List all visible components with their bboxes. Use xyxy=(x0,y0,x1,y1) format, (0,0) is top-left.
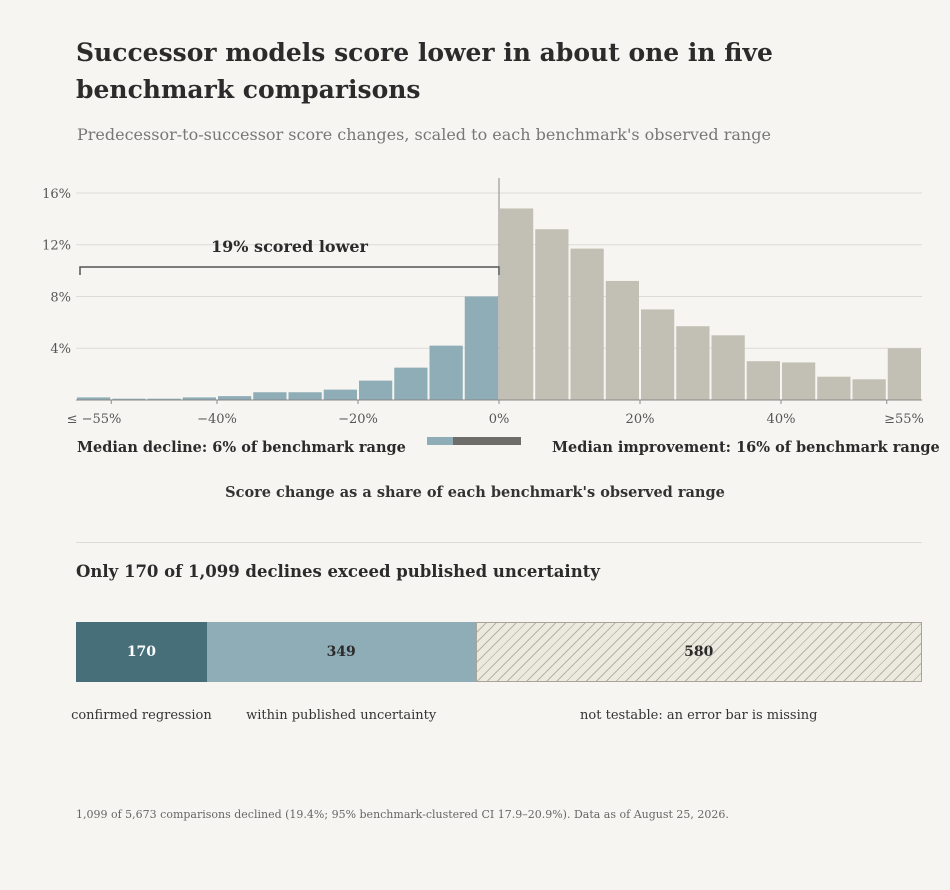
chart-title: Successor models score lower in about on… xyxy=(76,38,773,104)
segment-confirmed-regression: 170 xyxy=(76,622,207,682)
y-tick-label: 16% xyxy=(42,187,71,202)
histogram-chart: 4% 8% 12% 16% ≤ −55% −40% −20% 0% 20% 40% ≥55% 19… xyxy=(42,178,924,427)
median-decline-label: Median decline: 6% of benchmark range xyxy=(77,439,406,456)
declines-stacked-bar: 170 349 580 xyxy=(76,622,922,682)
histogram-bar xyxy=(711,335,745,400)
histogram-bar xyxy=(570,248,604,400)
segment-label-within-uncertainty: within published uncertainty xyxy=(246,708,437,723)
decline-annotation: 19% scored lower xyxy=(79,237,500,275)
histogram-bar xyxy=(323,389,357,400)
histogram-bar xyxy=(218,396,252,400)
histogram-bar xyxy=(77,397,111,400)
histogram-bar xyxy=(359,380,393,400)
x-tick-label: ≥55% xyxy=(884,412,924,427)
x-tick-label: 0% xyxy=(489,412,510,427)
x-axis-label: Score change as a share of each benchmar… xyxy=(225,484,725,501)
histogram-bar xyxy=(429,345,463,400)
histogram-bar xyxy=(500,208,534,400)
section-divider xyxy=(76,542,922,543)
histogram-bars xyxy=(77,208,921,400)
histogram-bar xyxy=(394,367,428,400)
median-decline-marker xyxy=(427,437,454,445)
segment-label-not-testable: not testable: an error bar is missing xyxy=(580,708,818,723)
histogram-bar xyxy=(112,398,146,400)
histogram-bar xyxy=(817,376,851,400)
histogram-bar xyxy=(676,326,710,400)
x-tick-label: 40% xyxy=(767,412,796,427)
y-tick-label: 4% xyxy=(50,342,71,357)
median-improvement-label: Median improvement: 16% of benchmark ran… xyxy=(552,439,940,456)
histogram-bar xyxy=(782,362,816,400)
x-tick-label: −40% xyxy=(197,412,237,427)
x-tick-label: 20% xyxy=(626,412,655,427)
histogram-bar xyxy=(535,229,569,400)
median-marker xyxy=(427,437,521,445)
y-tick-label: 8% xyxy=(50,290,71,305)
median-improvement-marker xyxy=(453,437,521,445)
y-axis-ticks: 4% 8% 12% 16% xyxy=(42,187,71,357)
segment-within-uncertainty: 349 xyxy=(206,622,476,682)
annotation-bracket xyxy=(79,266,500,275)
x-tick-label: −20% xyxy=(338,412,378,427)
segment-label-confirmed: confirmed regression xyxy=(71,708,212,723)
histogram-bar xyxy=(887,348,921,400)
segment-not-testable: 580 xyxy=(475,622,922,682)
histogram-bar xyxy=(464,296,498,400)
histogram-bar xyxy=(253,392,287,400)
breakdown-title: Only 170 of 1,099 declines exceed publis… xyxy=(76,562,600,581)
histogram-bar xyxy=(182,397,216,400)
x-axis-ticks: ≤ −55% −40% −20% 0% 20% 40% ≥55% xyxy=(67,400,924,427)
chart-subtitle: Predecessor-to-successor score changes, … xyxy=(77,125,771,144)
histogram-bar xyxy=(147,398,181,400)
histogram-bar xyxy=(605,280,639,400)
histogram-bar xyxy=(852,379,886,400)
histogram-bar xyxy=(641,309,675,400)
footnote: 1,099 of 5,673 comparisons declined (19.… xyxy=(76,808,729,821)
histogram-bar xyxy=(288,392,322,400)
histogram-bar xyxy=(746,361,780,400)
x-tick-label: ≤ −55% xyxy=(67,412,122,427)
y-tick-label: 12% xyxy=(42,239,71,254)
annotation-label: 19% scored lower xyxy=(211,237,369,256)
